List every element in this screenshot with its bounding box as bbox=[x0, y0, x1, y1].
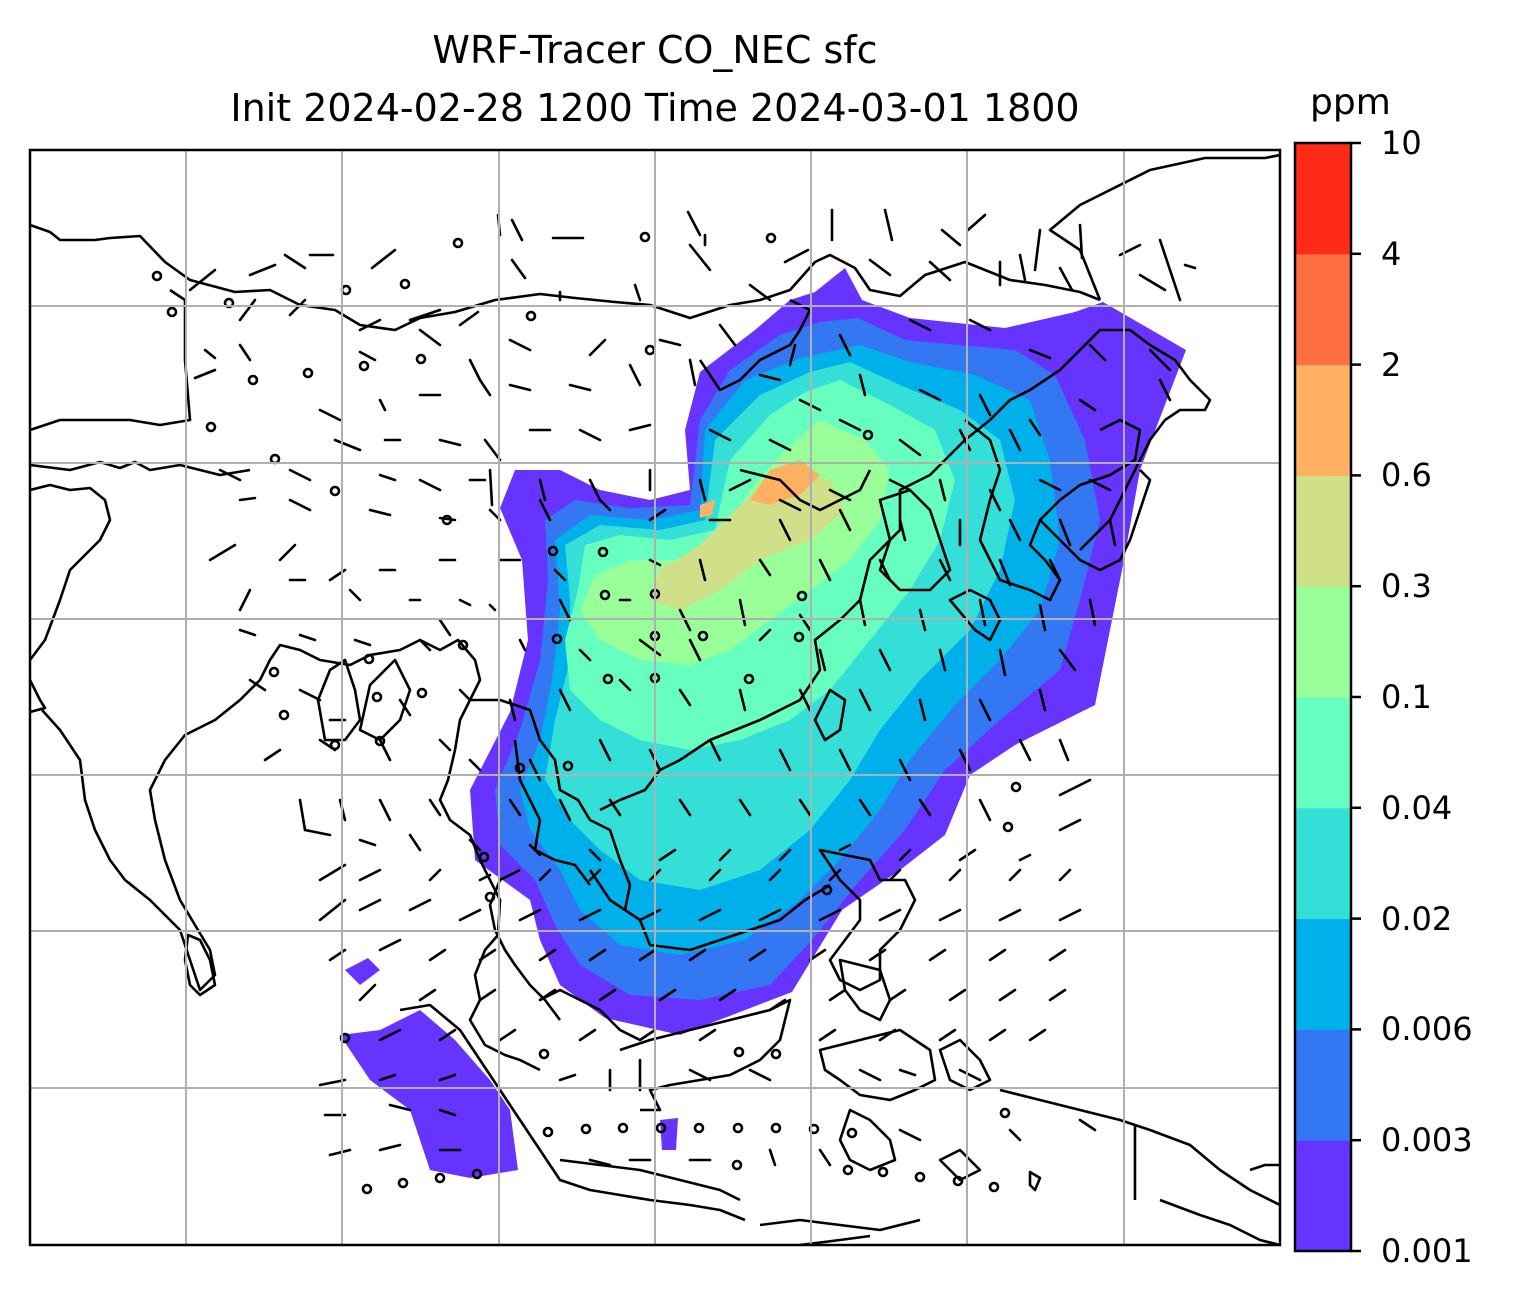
colorbar-segment bbox=[1295, 253, 1351, 366]
title-line-2: Init 2024-02-28 1200 Time 2024-03-01 180… bbox=[230, 86, 1080, 130]
colorbar-tick-label: 0.006 bbox=[1381, 1010, 1473, 1049]
colorbar-segment bbox=[1295, 475, 1351, 587]
colorbar-tick-label: 0.6 bbox=[1381, 456, 1432, 495]
colorbar-tick-label: 4 bbox=[1381, 234, 1402, 273]
colorbar-segment bbox=[1295, 143, 1351, 255]
colorbar bbox=[1293, 141, 1361, 1253]
colorbar-segment bbox=[1295, 1140, 1351, 1252]
colorbar-tick-label: 0.04 bbox=[1381, 788, 1453, 827]
colorbar-segment bbox=[1295, 364, 1351, 476]
plume-level-0-6 bbox=[700, 460, 820, 518]
title-line-1: WRF-Tracer CO_NEC sfc bbox=[432, 28, 878, 72]
colorbar-tick-label: 0.003 bbox=[1381, 1121, 1473, 1160]
colorbar-tick-label: 0.02 bbox=[1381, 899, 1453, 938]
wind-barbs bbox=[188, 208, 1197, 1167]
colorbar-tick-label: 2 bbox=[1381, 345, 1402, 384]
plume-level-0-3 bbox=[650, 470, 845, 610]
map-gridlines bbox=[30, 150, 1280, 1245]
map-border bbox=[28, 148, 1282, 1247]
colorbar-tick-label: 0.3 bbox=[1381, 567, 1432, 606]
colorbar-segment bbox=[1295, 1029, 1351, 1141]
plume-level-lowest-south bbox=[340, 1010, 518, 1178]
colorbar-segment bbox=[1295, 697, 1351, 809]
colorbar-segment bbox=[1295, 918, 1351, 1030]
colorbar-unit-label: ppm bbox=[1310, 82, 1391, 123]
colorbar-tick-label: 0.1 bbox=[1381, 678, 1432, 716]
colorbar-segment bbox=[1295, 586, 1351, 698]
colorbar-tick-label: 10 bbox=[1381, 124, 1422, 162]
colorbar-segment bbox=[1295, 807, 1351, 920]
colorbar-tick-label: 0.001 bbox=[1381, 1232, 1473, 1270]
map-area bbox=[30, 150, 1280, 1245]
